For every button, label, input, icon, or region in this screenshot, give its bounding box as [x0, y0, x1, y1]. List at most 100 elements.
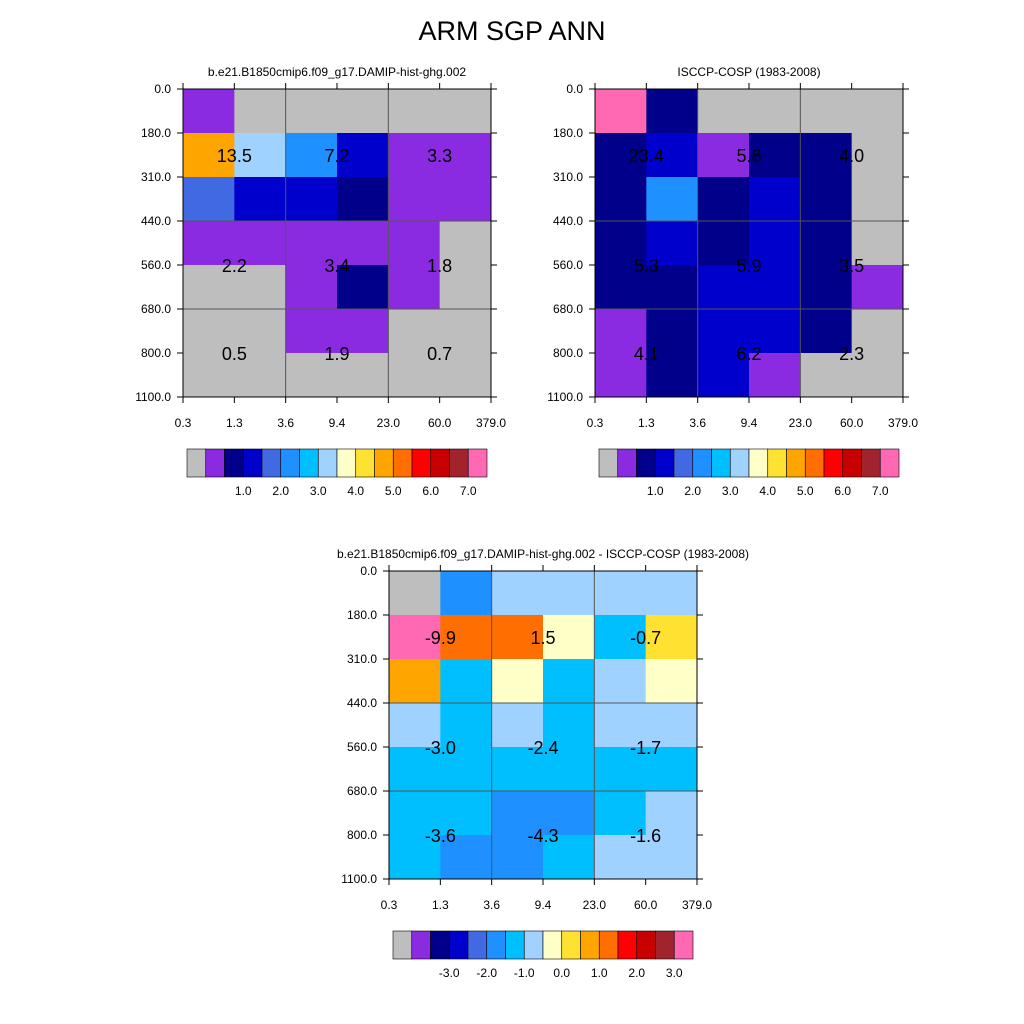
heatmap-cell	[388, 265, 441, 310]
colorbar-label: -2.0	[476, 966, 497, 980]
heatmap-cell	[234, 177, 287, 222]
x-tick-label: 3.6	[483, 898, 500, 912]
colorbar-swatch	[355, 448, 375, 478]
colorbar-swatch	[654, 448, 675, 478]
colorbar-swatch	[711, 448, 731, 478]
heatmap-cell	[697, 177, 750, 222]
heatmap-cell	[595, 265, 647, 310]
heatmap-cell	[439, 221, 492, 266]
colorbar-swatch	[823, 448, 844, 478]
heatmap-cell	[800, 177, 853, 222]
heatmap-cell	[183, 133, 235, 178]
y-tick-label: 180.0	[347, 608, 377, 622]
heatmap-cell	[389, 571, 441, 616]
colorbar-swatch	[804, 448, 825, 478]
colorbar-swatch	[523, 930, 544, 960]
block-value-label: 4.1	[634, 344, 659, 364]
y-tick-label: 310.0	[347, 652, 377, 666]
heatmap-cell	[595, 221, 647, 266]
heatmap-cell	[800, 309, 853, 354]
x-tick-label: 0.3	[175, 416, 192, 430]
y-tick-label: 800.0	[141, 346, 171, 360]
heatmap-cell	[439, 265, 492, 310]
heatmap-cell	[697, 265, 750, 310]
colorbar-label: 1.0	[591, 966, 608, 980]
heatmap-cell	[645, 791, 698, 836]
heatmap-cell	[646, 265, 699, 310]
x-tick-label: 3.6	[689, 416, 706, 430]
block-value-label: 6.2	[736, 344, 761, 364]
heatmap-cell	[594, 747, 647, 792]
x-tick-label: 9.4	[329, 416, 346, 430]
heatmap-cell	[234, 133, 287, 178]
y-tick-label: 0.0	[154, 82, 171, 96]
heatmap-cell	[337, 309, 389, 354]
heatmap-cell	[388, 221, 441, 266]
colorbar-swatch	[729, 448, 750, 478]
panel-title: b.e21.B1850cmip6.f09_g17.DAMIP-hist-ghg.…	[337, 547, 749, 561]
heatmap-cell	[285, 265, 338, 310]
y-tick-label: 310.0	[141, 170, 171, 184]
heatmap-cell	[337, 133, 389, 178]
heatmap-cell	[439, 133, 492, 178]
panel-3: b.e21.B1850cmip6.f09_g17.DAMIP-hist-ghg.…	[337, 547, 749, 980]
heatmap-cell	[439, 89, 492, 134]
heatmap-cell	[337, 177, 389, 222]
x-tick-label: 3.6	[277, 416, 294, 430]
heatmap-cell	[749, 353, 801, 398]
colorbar-label: 0.0	[553, 966, 570, 980]
block-value-label: -0.7	[630, 628, 661, 648]
y-tick-label: 800.0	[553, 346, 583, 360]
y-tick-label: 680.0	[553, 302, 583, 316]
block-value-label: 4.0	[839, 146, 864, 166]
heatmap-cell	[851, 221, 904, 266]
panel-1: b.e21.B1850cmip6.f09_g17.DAMIP-hist-ghg.…	[135, 65, 506, 498]
colorbar-swatch	[411, 930, 431, 960]
heatmap-cell	[800, 221, 853, 266]
heatmap-cell	[234, 265, 287, 310]
heatmap-cell	[851, 353, 904, 398]
heatmap-cell	[285, 353, 338, 398]
block-value-label: 7.2	[324, 146, 349, 166]
heatmap-cell	[595, 353, 647, 398]
colorbar-swatch	[748, 448, 769, 478]
heatmap-cell	[645, 615, 698, 660]
heatmap-cell	[440, 835, 493, 880]
colorbar-label: 2.0	[684, 484, 701, 498]
block-value-label: -1.6	[630, 826, 661, 846]
heatmap-cell	[439, 177, 492, 222]
colorbar-swatch	[224, 448, 244, 478]
heatmap-cell	[595, 89, 647, 134]
colorbar-swatch	[561, 930, 581, 960]
x-tick-label: 23.0	[377, 416, 401, 430]
heatmap-cell	[285, 177, 338, 222]
y-tick-label: 560.0	[347, 740, 377, 754]
heatmap-cell	[800, 265, 853, 310]
heatmap-cell	[491, 791, 544, 836]
y-tick-label: 0.0	[566, 82, 583, 96]
block-value-label: -2.4	[527, 738, 558, 758]
colorbar-swatch	[692, 448, 712, 478]
x-tick-label: 0.3	[587, 416, 604, 430]
heatmap-cell	[440, 703, 493, 748]
heatmap-cell	[646, 353, 699, 398]
colorbar-label: 7.0	[872, 484, 889, 498]
heatmap-cell	[491, 835, 544, 880]
colorbar-label: 6.0	[422, 484, 439, 498]
heatmap-cell	[388, 177, 441, 222]
colorbar-label: 6.0	[834, 484, 851, 498]
colorbar-swatch	[430, 448, 450, 478]
x-tick-label: 60.0	[634, 898, 658, 912]
colorbar-swatch	[598, 448, 619, 478]
heatmap-cell	[285, 309, 338, 354]
heatmap-cell	[851, 265, 904, 310]
heatmap-cell	[491, 659, 544, 704]
colorbar-swatch	[449, 448, 469, 478]
heatmap-cell	[543, 615, 595, 660]
heatmap-cell	[851, 309, 904, 354]
heatmap-cell	[389, 747, 441, 792]
heatmap-cell	[491, 571, 544, 616]
y-tick-label: 680.0	[347, 784, 377, 798]
heatmap-cell	[183, 353, 235, 398]
